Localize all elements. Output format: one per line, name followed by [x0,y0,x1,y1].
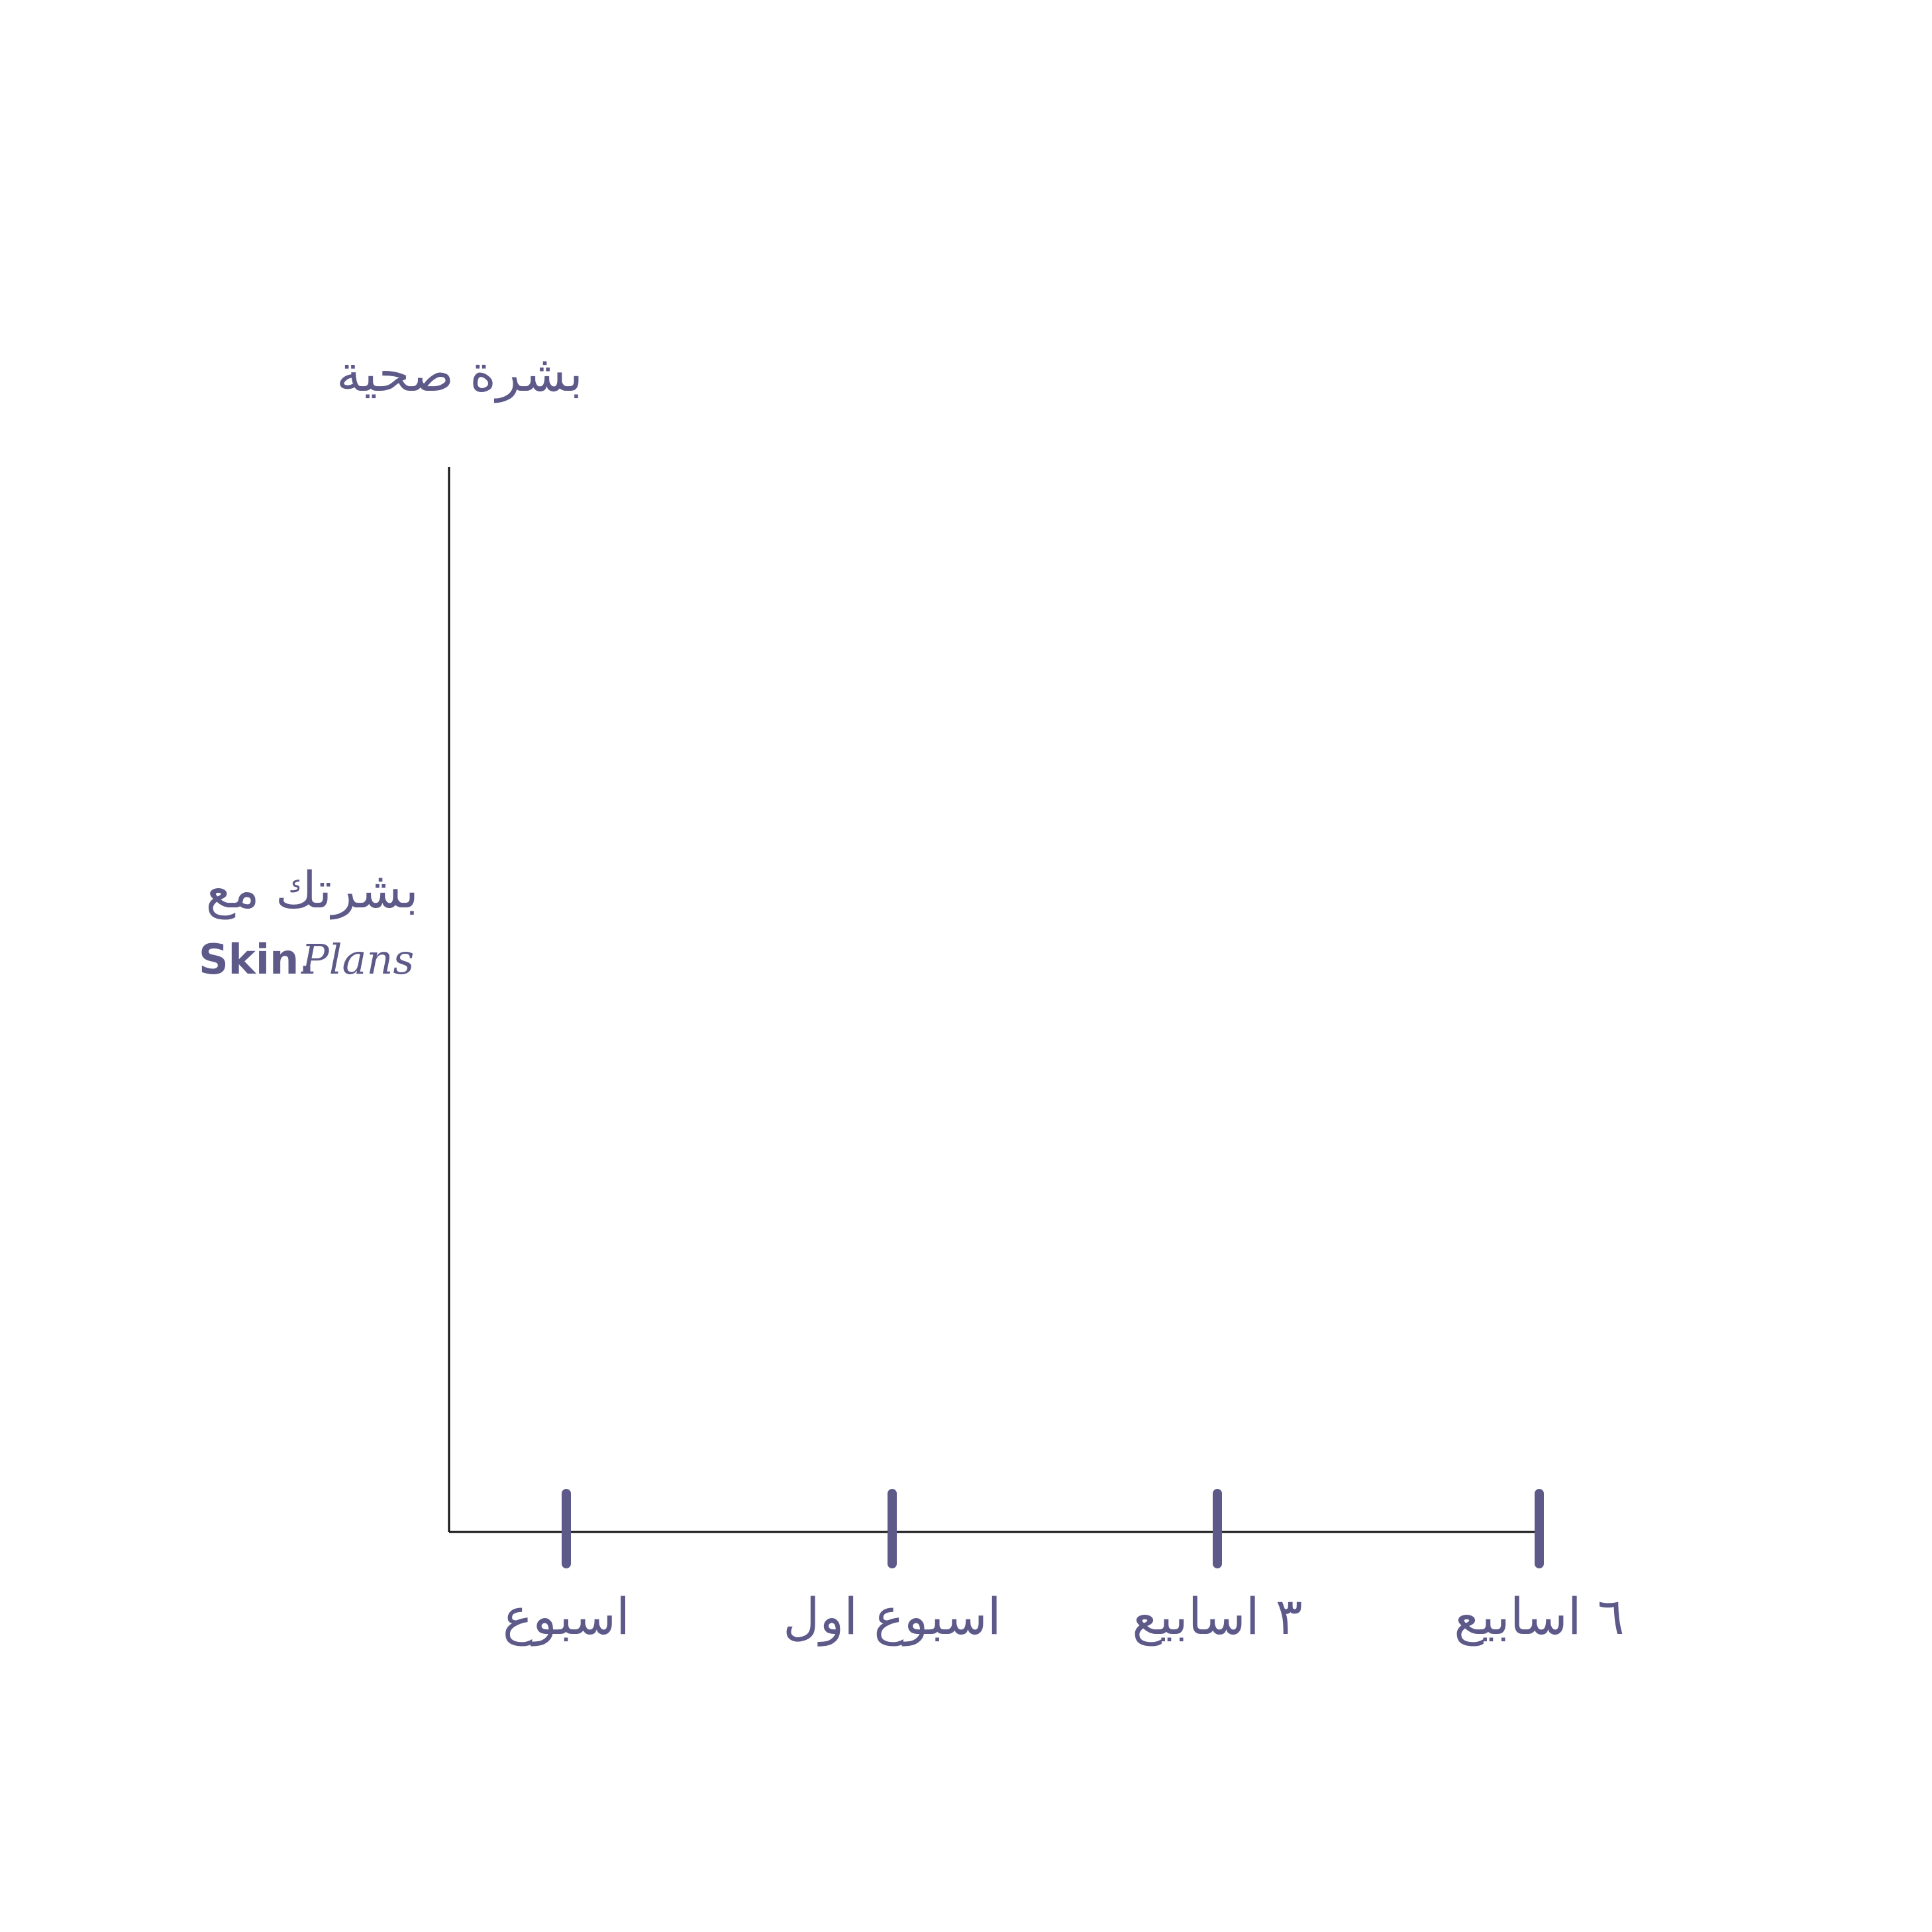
x-axis-ticks [562,1489,1544,1568]
y-axis-label: بشرة صحية [336,344,583,403]
brand-logo-script: Plans [301,935,414,984]
x-tick-label-3: ٦ اسابيع [1454,1587,1624,1647]
x-tick-label-0: اسبوع [503,1587,630,1647]
brand-logo-main: Skin. [199,935,315,984]
x-tick-label-1: اسبوع اول [783,1587,1001,1647]
x-tick-label-2: ٣ اسابيع [1132,1587,1302,1647]
y-side-label: بشرتك مع [206,860,419,920]
x-axis-tick-labels: اسبوع اسبوع اول ٣ اسابيع ٦ اسابيع [503,1587,1625,1647]
brand-logo: Skin. Plans [199,935,414,984]
